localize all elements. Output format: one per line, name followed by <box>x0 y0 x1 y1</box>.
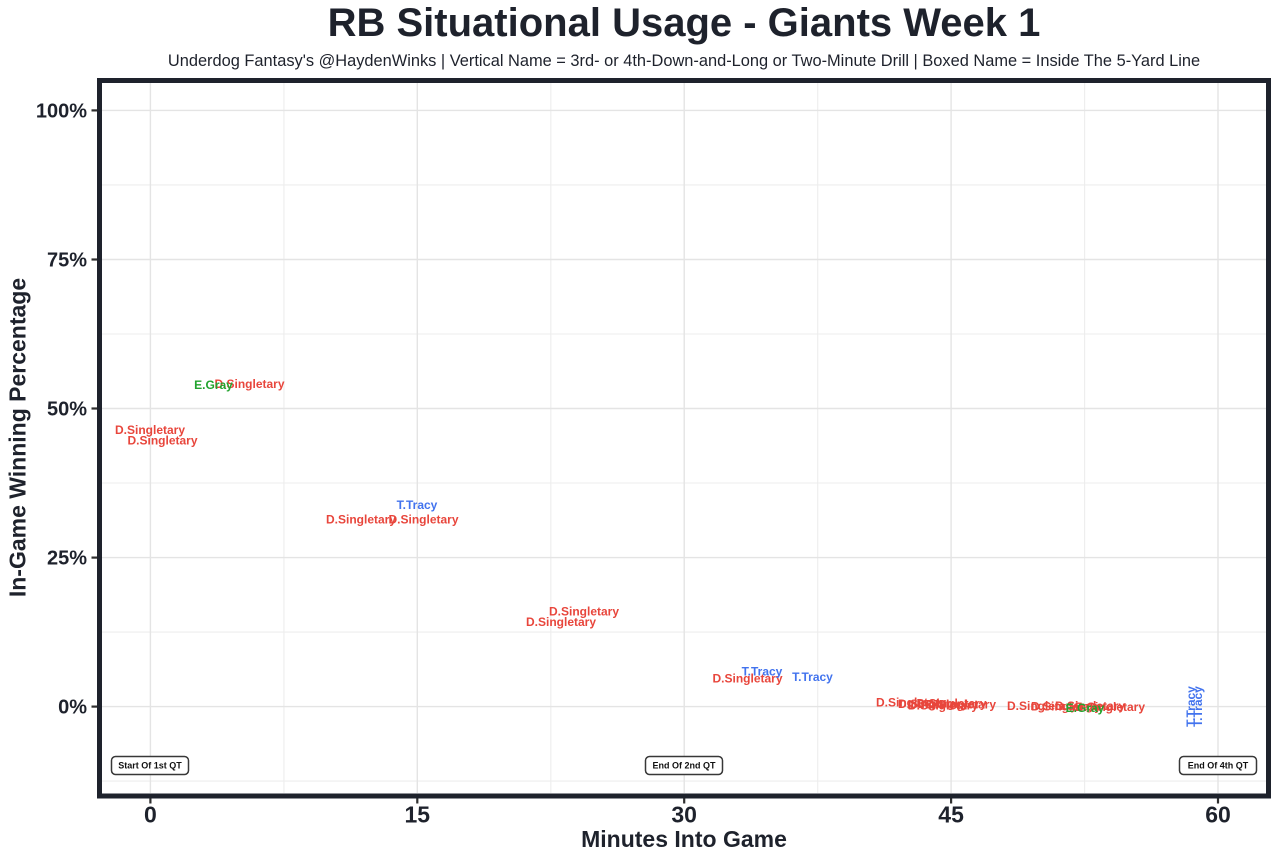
svg-text:D.Singletary: D.Singletary <box>916 696 986 710</box>
svg-text:D.Singletary: D.Singletary <box>876 695 946 709</box>
svg-text:D.Singletary: D.Singletary <box>115 423 185 437</box>
svg-text:E.Gray: E.Gray <box>194 378 233 392</box>
svg-text:End Of 2nd QT: End Of 2nd QT <box>653 761 716 771</box>
svg-text:D.Singletary: D.Singletary <box>1007 699 1077 713</box>
svg-text:25%: 25% <box>47 548 87 570</box>
svg-text:D.Singletary: D.Singletary <box>388 512 458 526</box>
svg-text:D.Singletary: D.Singletary <box>526 615 596 629</box>
svg-text:D.Singletary: D.Singletary <box>1055 699 1125 713</box>
svg-text:0: 0 <box>144 802 157 828</box>
svg-text:D.Singletary: D.Singletary <box>908 698 978 712</box>
svg-text:T.Tracy: T.Tracy <box>397 498 438 512</box>
svg-text:Underdog Fantasy's @HaydenWink: Underdog Fantasy's @HaydenWinks | Vertic… <box>168 52 1200 70</box>
svg-text:100%: 100% <box>36 100 87 122</box>
svg-text:T.Tracy: T.Tracy <box>742 664 783 678</box>
svg-text:D.Singletary: D.Singletary <box>1031 699 1101 713</box>
svg-text:Minutes Into Game: Minutes Into Game <box>581 826 787 852</box>
svg-text:D.Singletary: D.Singletary <box>127 433 197 447</box>
svg-text:End Of 4th QT: End Of 4th QT <box>1188 761 1249 771</box>
svg-text:75%: 75% <box>47 250 87 272</box>
svg-text:D.Singletary: D.Singletary <box>214 377 284 391</box>
svg-text:E.Gray: E.Gray <box>1066 701 1105 715</box>
svg-text:60: 60 <box>1205 802 1231 828</box>
svg-text:T.Tracy: T.Tracy <box>1191 686 1205 727</box>
svg-text:D.Singletary: D.Singletary <box>712 671 782 685</box>
svg-text:15: 15 <box>405 802 431 828</box>
svg-text:0%: 0% <box>58 697 87 719</box>
svg-text:In-Game Winning Percentage: In-Game Winning Percentage <box>5 278 31 597</box>
svg-text:D.Singletary: D.Singletary <box>898 697 968 711</box>
svg-text:45: 45 <box>938 802 964 828</box>
svg-text:30: 30 <box>671 802 697 828</box>
svg-text:T.Tracy: T.Tracy <box>792 670 833 684</box>
svg-text:D.Singletary: D.Singletary <box>926 697 996 711</box>
svg-text:D.Singletary: D.Singletary <box>326 512 396 526</box>
svg-text:RB Situational Usage - Giants: RB Situational Usage - Giants Week 1 <box>328 1 1041 45</box>
svg-text:T.Tracy: T.Tracy <box>1184 686 1198 727</box>
svg-text:D.Singletary: D.Singletary <box>1075 700 1145 714</box>
svg-text:D.Singletary: D.Singletary <box>549 604 619 618</box>
svg-text:Start Of 1st QT: Start Of 1st QT <box>118 761 182 771</box>
svg-text:50%: 50% <box>47 399 87 421</box>
